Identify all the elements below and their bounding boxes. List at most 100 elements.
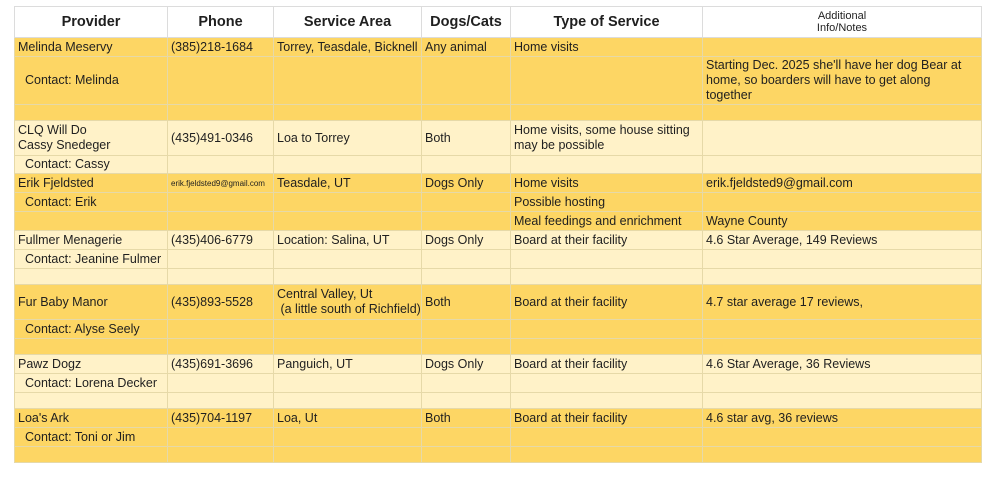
header-service-area[interactable]: Service Area: [273, 6, 422, 38]
cell-phone[interactable]: [167, 155, 274, 174]
cell-provider[interactable]: Contact: Melinda: [14, 56, 168, 105]
cell-service-area[interactable]: [273, 192, 422, 212]
cell-type-of-service[interactable]: Home visits: [510, 37, 703, 57]
cell-phone[interactable]: [167, 56, 274, 105]
cell-provider[interactable]: Contact: Erik: [14, 192, 168, 212]
cell-service-area[interactable]: [273, 427, 422, 447]
cell-phone[interactable]: [167, 446, 274, 463]
header-provider[interactable]: Provider: [14, 6, 168, 38]
cell-service-area[interactable]: Location: Salina, UT: [273, 230, 422, 250]
cell-notes[interactable]: [702, 319, 982, 339]
cell-service-area[interactable]: [273, 319, 422, 339]
cell-provider[interactable]: Contact: Lorena Decker: [14, 373, 168, 393]
cell-provider[interactable]: Erik Fjeldsted: [14, 173, 168, 193]
cell-dogs-cats[interactable]: [421, 155, 511, 174]
cell-dogs-cats[interactable]: [421, 319, 511, 339]
cell-service-area[interactable]: [273, 373, 422, 393]
cell-phone[interactable]: erik.fjeldsted9@gmail.com: [167, 173, 274, 193]
cell-provider[interactable]: [14, 446, 168, 463]
cell-notes[interactable]: 4.6 Star Average, 36 Reviews: [702, 354, 982, 374]
cell-dogs-cats[interactable]: [421, 338, 511, 355]
cell-type-of-service[interactable]: [510, 446, 703, 463]
cell-notes[interactable]: [702, 268, 982, 285]
cell-provider[interactable]: Fullmer Menagerie: [14, 230, 168, 250]
cell-service-area[interactable]: [273, 446, 422, 463]
cell-provider[interactable]: Contact: Jeanine Fulmer: [14, 249, 168, 269]
cell-dogs-cats[interactable]: Dogs Only: [421, 173, 511, 193]
cell-notes[interactable]: [702, 392, 982, 409]
cell-type-of-service[interactable]: [510, 392, 703, 409]
cell-provider[interactable]: Melinda Meservy: [14, 37, 168, 57]
cell-notes[interactable]: Wayne County: [702, 211, 982, 231]
cell-type-of-service[interactable]: [510, 268, 703, 285]
cell-dogs-cats[interactable]: [421, 56, 511, 105]
cell-notes[interactable]: [702, 373, 982, 393]
cell-notes[interactable]: 4.6 Star Average, 149 Reviews: [702, 230, 982, 250]
cell-provider[interactable]: [14, 104, 168, 121]
cell-service-area[interactable]: [273, 268, 422, 285]
cell-dogs-cats[interactable]: [421, 373, 511, 393]
cell-provider[interactable]: Contact: Cassy: [14, 155, 168, 174]
cell-notes[interactable]: [702, 249, 982, 269]
cell-service-area[interactable]: [273, 392, 422, 409]
cell-service-area[interactable]: [273, 338, 422, 355]
header-notes[interactable]: Additional Info/Notes: [702, 6, 982, 38]
cell-provider[interactable]: Loa's Ark: [14, 408, 168, 428]
cell-dogs-cats[interactable]: [421, 211, 511, 231]
cell-phone[interactable]: [167, 373, 274, 393]
cell-phone[interactable]: (435)406-6779: [167, 230, 274, 250]
cell-service-area[interactable]: Loa to Torrey: [273, 120, 422, 156]
cell-notes[interactable]: [702, 427, 982, 447]
cell-type-of-service[interactable]: Possible hosting: [510, 192, 703, 212]
cell-service-area[interactable]: Central Valley, Ut (a little south of Ri…: [273, 284, 422, 320]
cell-phone[interactable]: [167, 192, 274, 212]
cell-type-of-service[interactable]: Meal feedings and enrichment: [510, 211, 703, 231]
cell-provider[interactable]: Fur Baby Manor: [14, 284, 168, 320]
cell-service-area[interactable]: [273, 104, 422, 121]
header-dogs-cats[interactable]: Dogs/Cats: [421, 6, 511, 38]
cell-notes[interactable]: [702, 120, 982, 156]
cell-dogs-cats[interactable]: Both: [421, 284, 511, 320]
cell-phone[interactable]: (435)691-3696: [167, 354, 274, 374]
cell-type-of-service[interactable]: Board at their facility: [510, 354, 703, 374]
cell-dogs-cats[interactable]: Both: [421, 120, 511, 156]
cell-phone[interactable]: [167, 211, 274, 231]
cell-notes[interactable]: 4.7 star average 17 reviews,: [702, 284, 982, 320]
cell-type-of-service[interactable]: Home visits: [510, 173, 703, 193]
cell-notes[interactable]: [702, 446, 982, 463]
cell-provider[interactable]: [14, 211, 168, 231]
header-type-of-service[interactable]: Type of Service: [510, 6, 703, 38]
cell-dogs-cats[interactable]: [421, 392, 511, 409]
cell-type-of-service[interactable]: [510, 155, 703, 174]
cell-dogs-cats[interactable]: [421, 104, 511, 121]
cell-notes[interactable]: [702, 37, 982, 57]
cell-notes[interactable]: erik.fjeldsted9@gmail.com: [702, 173, 982, 193]
cell-notes[interactable]: Starting Dec. 2025 she'll have her dog B…: [702, 56, 982, 105]
cell-phone[interactable]: (435)491-0346: [167, 120, 274, 156]
cell-dogs-cats[interactable]: Dogs Only: [421, 354, 511, 374]
cell-type-of-service[interactable]: [510, 373, 703, 393]
cell-notes[interactable]: [702, 192, 982, 212]
cell-notes[interactable]: 4.6 star avg, 36 reviews: [702, 408, 982, 428]
cell-phone[interactable]: [167, 268, 274, 285]
cell-provider[interactable]: [14, 392, 168, 409]
cell-phone[interactable]: [167, 392, 274, 409]
cell-type-of-service[interactable]: [510, 249, 703, 269]
cell-phone[interactable]: (385)218-1684: [167, 37, 274, 57]
cell-provider[interactable]: CLQ Will Do Cassy Snedeger: [14, 120, 168, 156]
cell-type-of-service[interactable]: Board at their facility: [510, 230, 703, 250]
cell-provider[interactable]: Contact: Alyse Seely: [14, 319, 168, 339]
cell-type-of-service[interactable]: [510, 319, 703, 339]
cell-dogs-cats[interactable]: [421, 268, 511, 285]
cell-type-of-service[interactable]: [510, 338, 703, 355]
cell-type-of-service[interactable]: [510, 56, 703, 105]
cell-phone[interactable]: (435)704-1197: [167, 408, 274, 428]
cell-service-area[interactable]: [273, 56, 422, 105]
cell-service-area[interactable]: [273, 211, 422, 231]
cell-notes[interactable]: [702, 104, 982, 121]
cell-phone[interactable]: [167, 319, 274, 339]
cell-type-of-service[interactable]: [510, 427, 703, 447]
cell-dogs-cats[interactable]: [421, 446, 511, 463]
cell-service-area[interactable]: Panguich, UT: [273, 354, 422, 374]
cell-provider[interactable]: Contact: Toni or Jim: [14, 427, 168, 447]
